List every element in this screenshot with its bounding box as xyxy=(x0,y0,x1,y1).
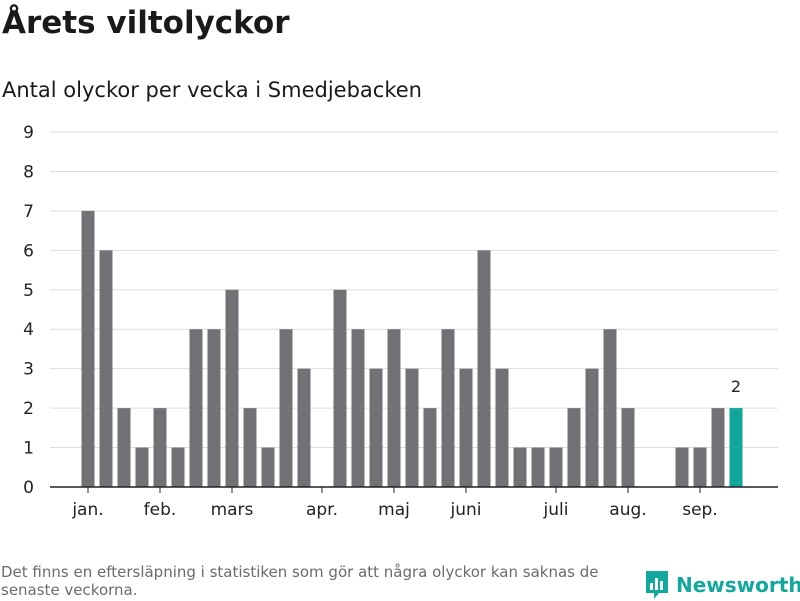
x-tick-label: juli xyxy=(543,500,569,520)
bar xyxy=(531,447,545,487)
x-tick-label: jan. xyxy=(71,500,103,520)
y-tick-label: 8 xyxy=(23,162,34,182)
bar xyxy=(279,329,293,487)
bar xyxy=(711,408,725,487)
y-tick-label: 9 xyxy=(23,123,34,143)
bar xyxy=(405,368,419,487)
bar-chart: 0 1 2 3 4 5 6 7 8 9 2 jan. feb. mars apr. maj juni juli au… xyxy=(23,123,778,520)
bar xyxy=(549,447,563,487)
bar xyxy=(351,329,365,487)
bar xyxy=(369,368,383,487)
y-tick-label: 4 xyxy=(23,320,34,340)
bar xyxy=(333,289,347,487)
y-tick-label: 6 xyxy=(23,241,34,261)
bar xyxy=(189,329,203,487)
bar xyxy=(153,408,167,487)
y-tick-label: 0 xyxy=(23,478,34,498)
x-tick-label: juni xyxy=(450,500,482,520)
y-tick-label: 1 xyxy=(23,439,34,459)
bar xyxy=(567,408,581,487)
bar xyxy=(495,368,509,487)
x-tick-label: feb. xyxy=(144,500,177,520)
y-tick-label: 5 xyxy=(23,281,34,301)
bar xyxy=(117,408,131,487)
y-tick-label: 7 xyxy=(23,202,34,222)
bar xyxy=(621,408,635,487)
bar xyxy=(441,329,455,487)
bar xyxy=(171,447,185,487)
x-tick-label: aug. xyxy=(609,500,646,520)
bar xyxy=(99,250,113,487)
highlight-value-label: 2 xyxy=(731,377,741,396)
bar xyxy=(603,329,617,487)
y-tick-label: 3 xyxy=(23,360,34,380)
bar xyxy=(387,329,401,487)
brand-name: Newsworthy xyxy=(676,573,800,597)
x-tick-label: maj xyxy=(378,500,410,520)
footnote: Det finns en eftersläpning i statistiken… xyxy=(1,563,599,599)
bar xyxy=(81,210,95,487)
bar xyxy=(423,408,437,487)
brand[interactable]: Newsworthy xyxy=(644,569,800,601)
bar xyxy=(477,250,491,487)
bar xyxy=(243,408,257,487)
bar xyxy=(207,329,221,487)
newsworthy-logo-icon xyxy=(646,571,668,599)
bar xyxy=(297,368,311,487)
chart-title: Årets viltolyckor xyxy=(2,5,290,41)
x-tick-label: sep. xyxy=(682,500,718,520)
x-tick-label: mars xyxy=(211,500,254,520)
bar xyxy=(135,447,149,487)
bar xyxy=(459,368,473,487)
bar xyxy=(693,447,707,487)
bar xyxy=(675,447,689,487)
x-tick-label: apr. xyxy=(306,500,338,520)
bar xyxy=(225,289,239,487)
bar xyxy=(261,447,275,487)
highlight-bar xyxy=(729,408,743,487)
chart-subtitle: Antal olyckor per vecka i Smedjebacken xyxy=(2,78,422,102)
y-tick-label: 2 xyxy=(23,399,34,419)
bar xyxy=(513,447,527,487)
bar xyxy=(585,368,599,487)
